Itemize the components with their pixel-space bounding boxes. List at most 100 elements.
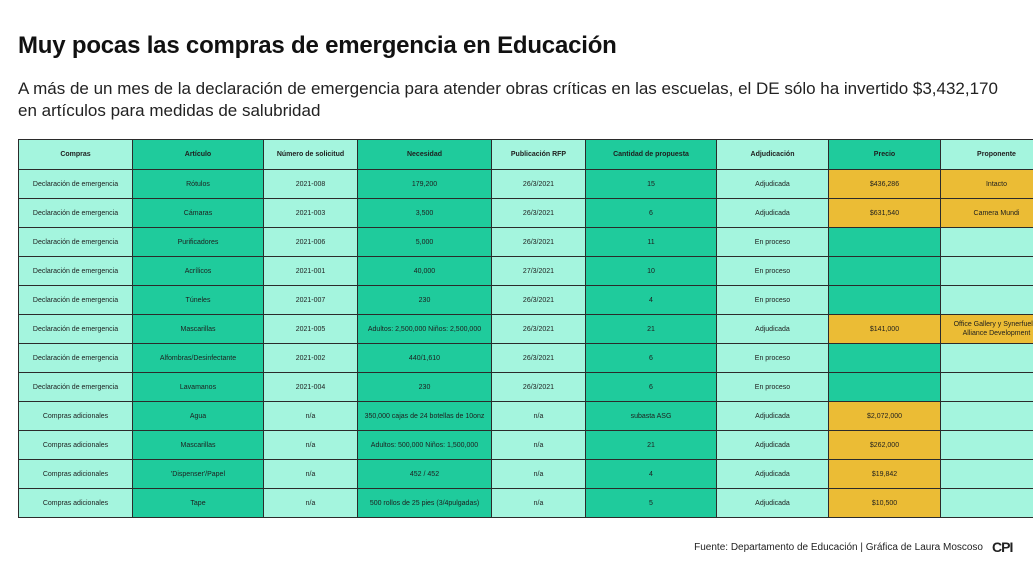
chart-title: Muy pocas las compras de emergencia en E… (18, 32, 617, 59)
table-cell: 500 rollos de 25 pies (3/4pulgadas) (357, 488, 492, 518)
table-cell: 230 (357, 372, 492, 402)
table-cell: 26/3/2021 (491, 343, 586, 373)
column-header: Publicación RFP (491, 139, 586, 170)
table-cell: En proceso (716, 285, 829, 315)
table-cell: 26/3/2021 (491, 372, 586, 402)
table-cell: Declaración de emergencia (18, 256, 133, 286)
table-cell: Adjudicada (716, 430, 829, 460)
table-cell (828, 285, 941, 315)
table-cell: $631,540 (828, 198, 941, 228)
table-cell: Compras adicionales (18, 488, 133, 518)
table-cell: 2021-007 (263, 285, 358, 315)
table-cell: 2021-005 (263, 314, 358, 344)
table-cell: 10 (585, 256, 717, 286)
table-cell: Camera Mundi (940, 198, 1033, 228)
table-cell: Adjudicada (716, 459, 829, 489)
table-cell: Adultos: 500,000 Niños: 1,500,000 (357, 430, 492, 460)
table-cell: Adjudicada (716, 198, 829, 228)
table-row: Compras adicionales Agua n/a 350,000 cajas … (18, 401, 1033, 431)
table-cell: 4 (585, 459, 717, 489)
table-cell: 230 (357, 285, 492, 315)
table-cell (828, 372, 941, 402)
table-cell (828, 256, 941, 286)
column-header: Necesidad (357, 139, 492, 170)
table-header-row: Compras Artículo Número de solicitud Necesi… (18, 139, 1033, 170)
table-cell: 2021-004 (263, 372, 358, 402)
table-row: Declaración de emergencia Mascarillas 2021… (18, 314, 1033, 344)
table-cell: 15 (585, 169, 717, 199)
table-cell: Compras adicionales (18, 459, 133, 489)
column-header: Proponente (940, 139, 1033, 170)
table-cell (828, 227, 941, 257)
table-row: Declaración de emergencia Cámaras 2021-003… (18, 198, 1033, 228)
table-cell: n/a (263, 459, 358, 489)
column-header: Número de solicitud (263, 139, 358, 170)
table-cell: 11 (585, 227, 717, 257)
table-cell: Túneles (132, 285, 264, 315)
table-cell (940, 430, 1033, 460)
table-cell: Adjudicada (716, 314, 829, 344)
table-cell: Lavamanos (132, 372, 264, 402)
table-cell: n/a (263, 488, 358, 518)
table-row: Compras adicionales Tape n/a 500 rollos de … (18, 488, 1033, 518)
table-cell: 2021-002 (263, 343, 358, 373)
table-cell: Purificadores (132, 227, 264, 257)
column-header: Precio (828, 139, 941, 170)
table-cell: 2021-008 (263, 169, 358, 199)
table-cell: 4 (585, 285, 717, 315)
table-cell: Adjudicada (716, 488, 829, 518)
table-cell: 2021-006 (263, 227, 358, 257)
table-cell: 2021-003 (263, 198, 358, 228)
table-cell (828, 343, 941, 373)
table-cell: 350,000 cajas de 24 botellas de 10onz (357, 401, 492, 431)
table-cell: n/a (491, 401, 586, 431)
table-cell: 440/1,610 (357, 343, 492, 373)
table-cell: 6 (585, 372, 717, 402)
table-cell: 6 (585, 343, 717, 373)
table-cell: n/a (491, 488, 586, 518)
table-cell: Office Gallery y Synerfuel & Alliance De… (940, 314, 1033, 344)
table-row: Declaración de emergencia Rótulos 2021-008… (18, 169, 1033, 199)
table-cell: 6 (585, 198, 717, 228)
table-cell: Agua (132, 401, 264, 431)
table-row: Declaración de emergencia Lavamanos 2021-0… (18, 372, 1033, 402)
table-cell: Cámaras (132, 198, 264, 228)
table-cell: 5,000 (357, 227, 492, 257)
table-cell (940, 401, 1033, 431)
table-cell: n/a (491, 459, 586, 489)
table-cell: Acrílicos (132, 256, 264, 286)
table-cell (940, 227, 1033, 257)
table-cell: Mascarillas (132, 314, 264, 344)
table-cell: Intacto (940, 169, 1033, 199)
table-cell: $262,000 (828, 430, 941, 460)
table-cell: En proceso (716, 227, 829, 257)
table-cell: $19,842 (828, 459, 941, 489)
table-cell: 2021-001 (263, 256, 358, 286)
chart-subtitle: A más de un mes de la declaración de eme… (18, 79, 998, 120)
table-cell (940, 285, 1033, 315)
table-cell: En proceso (716, 372, 829, 402)
column-header: Artículo (132, 139, 264, 170)
purchases-table: Compras Artículo Número de solicitud Necesi… (18, 139, 1033, 518)
table-cell: Compras adicionales (18, 430, 133, 460)
table-cell: n/a (263, 401, 358, 431)
table-cell: Declaración de emergencia (18, 227, 133, 257)
table-cell: $2,072,000 (828, 401, 941, 431)
table-cell: 5 (585, 488, 717, 518)
table-cell: 26/3/2021 (491, 227, 586, 257)
table-row: Declaración de emergencia Acrílicos 2021-0… (18, 256, 1033, 286)
table-cell: subasta ASG (585, 401, 717, 431)
table-cell: $10,500 (828, 488, 941, 518)
table-cell: Declaración de emergencia (18, 198, 133, 228)
table-cell: Alfombras/Desinfectante (132, 343, 264, 373)
table-cell: En proceso (716, 343, 829, 373)
table-cell: Declaración de emergencia (18, 169, 133, 199)
table-cell: Declaración de emergencia (18, 343, 133, 373)
cpi-logo: CPI (992, 539, 1013, 555)
table-cell: 26/3/2021 (491, 314, 586, 344)
table-cell: Adjudicada (716, 401, 829, 431)
table-cell: n/a (491, 430, 586, 460)
table-cell: Tape (132, 488, 264, 518)
table-cell: 21 (585, 430, 717, 460)
table-cell (940, 459, 1033, 489)
